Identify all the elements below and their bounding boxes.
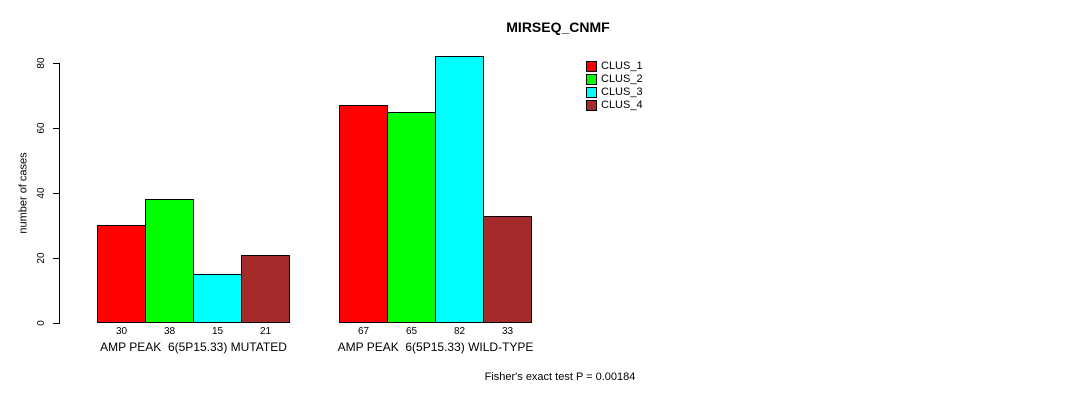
legend-item: CLUS_3 xyxy=(586,86,706,99)
legend-label: CLUS_4 xyxy=(601,99,643,111)
bar-value-label: 33 xyxy=(501,326,514,337)
legend-swatch xyxy=(586,87,597,98)
bar-value-label: 38 xyxy=(163,326,176,337)
bar-clus_4 xyxy=(483,216,532,323)
bar-value-label: 15 xyxy=(211,326,224,337)
bar-clus_2 xyxy=(145,199,194,323)
legend-swatch xyxy=(586,74,597,85)
bar-clus_4 xyxy=(241,255,290,323)
y-tick xyxy=(53,63,59,64)
bar-value-label: 67 xyxy=(357,326,370,337)
legend-label: CLUS_3 xyxy=(601,86,643,98)
bar-value-label: 65 xyxy=(405,326,418,337)
legend-label: CLUS_1 xyxy=(601,60,643,72)
legend-swatch xyxy=(586,100,597,111)
y-tick xyxy=(53,258,59,259)
legend-item: CLUS_2 xyxy=(586,73,706,86)
bar-clus_3 xyxy=(435,56,484,323)
bar-clus_2 xyxy=(387,112,436,323)
bar-clus_1 xyxy=(339,105,388,323)
y-tick xyxy=(53,323,59,324)
bar-clus_3 xyxy=(193,274,242,323)
bar-value-label: 21 xyxy=(259,326,272,337)
legend-swatch xyxy=(586,61,597,72)
bar-clus_1 xyxy=(97,225,146,323)
bar-value-label: 30 xyxy=(115,326,128,337)
category-label: AMP PEAK 6(5P15.33) MUTATED xyxy=(100,340,287,354)
legend-item: CLUS_4 xyxy=(586,99,706,112)
chart-title: MIRSEQ_CNMF xyxy=(506,19,610,35)
legend: CLUS_1 CLUS_2 CLUS_3 CLUS_4 xyxy=(586,60,706,116)
y-tick xyxy=(53,193,59,194)
legend-item: CLUS_1 xyxy=(586,60,706,73)
y-axis-line xyxy=(59,63,60,324)
bar-value-label: 82 xyxy=(453,326,466,337)
fisher-test-annotation: Fisher's exact test P = 0.00184 xyxy=(484,371,636,383)
legend-label: CLUS_2 xyxy=(601,73,643,85)
category-label: AMP PEAK 6(5P15.33) WILD-TYPE xyxy=(337,340,534,354)
y-tick xyxy=(53,128,59,129)
